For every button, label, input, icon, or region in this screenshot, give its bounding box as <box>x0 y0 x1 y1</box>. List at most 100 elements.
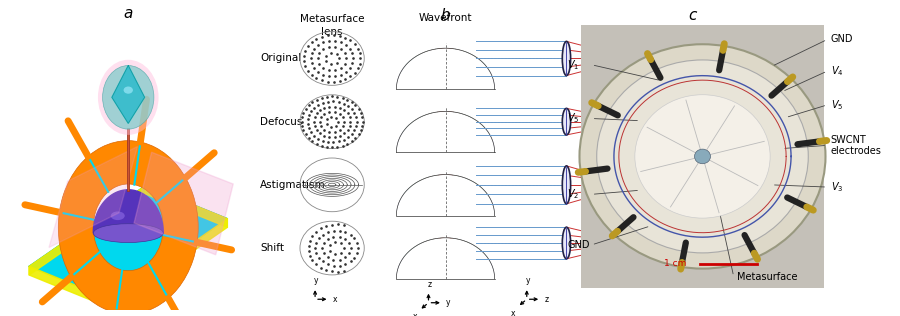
Polygon shape <box>397 48 494 82</box>
Polygon shape <box>397 175 494 212</box>
Polygon shape <box>436 238 454 239</box>
Polygon shape <box>404 48 487 67</box>
Text: $V_1$: $V_1$ <box>567 58 580 72</box>
Polygon shape <box>396 175 495 216</box>
Ellipse shape <box>562 166 571 204</box>
Polygon shape <box>397 238 494 276</box>
Polygon shape <box>409 175 482 188</box>
Polygon shape <box>418 175 472 181</box>
Polygon shape <box>399 238 492 267</box>
Polygon shape <box>398 238 493 269</box>
Polygon shape <box>412 175 479 185</box>
Polygon shape <box>406 112 485 128</box>
Text: z: z <box>544 295 548 304</box>
Polygon shape <box>436 48 454 49</box>
Polygon shape <box>401 175 490 197</box>
Polygon shape <box>397 238 494 276</box>
Polygon shape <box>406 175 485 191</box>
Ellipse shape <box>562 227 571 259</box>
Polygon shape <box>397 238 494 275</box>
Polygon shape <box>416 48 475 56</box>
Polygon shape <box>397 238 494 273</box>
Polygon shape <box>401 175 490 198</box>
Polygon shape <box>421 48 470 54</box>
Text: Shift: Shift <box>260 243 284 253</box>
Text: Defocus: Defocus <box>260 117 302 127</box>
Polygon shape <box>397 48 494 87</box>
Polygon shape <box>404 112 487 131</box>
Polygon shape <box>396 112 495 152</box>
Circle shape <box>634 95 770 218</box>
Polygon shape <box>426 175 465 178</box>
Circle shape <box>580 44 825 269</box>
Polygon shape <box>406 48 485 65</box>
Polygon shape <box>415 112 476 120</box>
Text: y: y <box>446 298 450 307</box>
Polygon shape <box>396 48 495 87</box>
Polygon shape <box>398 238 493 270</box>
Polygon shape <box>402 48 489 70</box>
Polygon shape <box>29 266 111 308</box>
Polygon shape <box>396 238 495 278</box>
Polygon shape <box>424 238 467 242</box>
Circle shape <box>103 65 154 129</box>
Polygon shape <box>409 238 482 252</box>
Polygon shape <box>412 48 479 59</box>
Polygon shape <box>397 175 494 210</box>
Polygon shape <box>405 48 486 66</box>
Polygon shape <box>400 238 490 262</box>
Polygon shape <box>396 238 495 277</box>
Polygon shape <box>400 175 491 201</box>
Polygon shape <box>428 238 464 240</box>
Polygon shape <box>401 112 490 134</box>
Polygon shape <box>402 238 489 259</box>
Polygon shape <box>402 112 489 133</box>
Polygon shape <box>413 175 478 185</box>
Polygon shape <box>400 175 490 200</box>
Polygon shape <box>405 112 486 129</box>
Polygon shape <box>407 175 484 190</box>
Polygon shape <box>146 185 228 227</box>
Polygon shape <box>403 112 488 132</box>
Polygon shape <box>397 48 494 86</box>
Polygon shape <box>397 112 494 149</box>
Polygon shape <box>428 175 464 177</box>
Polygon shape <box>408 238 483 253</box>
Polygon shape <box>399 238 492 266</box>
Polygon shape <box>400 175 491 202</box>
Ellipse shape <box>562 108 571 135</box>
Polygon shape <box>403 175 488 195</box>
Polygon shape <box>406 238 485 255</box>
Polygon shape <box>398 238 493 270</box>
Polygon shape <box>433 175 458 176</box>
Polygon shape <box>397 238 494 274</box>
Polygon shape <box>402 238 489 260</box>
Polygon shape <box>396 175 495 214</box>
Polygon shape <box>426 48 465 52</box>
Ellipse shape <box>94 224 163 242</box>
Polygon shape <box>415 48 476 57</box>
Polygon shape <box>397 175 494 212</box>
Polygon shape <box>421 112 470 117</box>
Polygon shape <box>405 175 486 192</box>
Polygon shape <box>401 112 490 135</box>
Polygon shape <box>396 175 495 214</box>
Polygon shape <box>411 175 480 186</box>
Polygon shape <box>415 238 476 247</box>
Polygon shape <box>404 175 487 193</box>
Polygon shape <box>416 112 475 120</box>
Text: $V_3$: $V_3$ <box>831 180 843 194</box>
Polygon shape <box>422 112 469 116</box>
Text: $V_4$: $V_4$ <box>831 64 843 78</box>
Polygon shape <box>428 112 464 114</box>
Polygon shape <box>400 238 490 263</box>
Polygon shape <box>396 112 495 153</box>
Polygon shape <box>396 48 495 88</box>
Polygon shape <box>111 219 228 308</box>
Polygon shape <box>421 175 470 180</box>
Polygon shape <box>414 112 477 121</box>
Polygon shape <box>417 175 474 182</box>
Polygon shape <box>404 112 487 130</box>
Polygon shape <box>398 48 493 79</box>
Polygon shape <box>405 238 486 256</box>
